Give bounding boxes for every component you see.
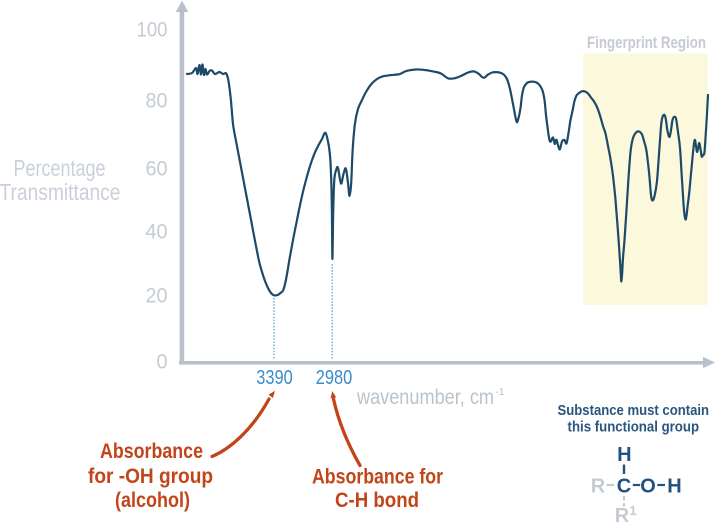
svg-text:this functional group: this functional group (568, 419, 700, 436)
svg-text:1: 1 (629, 503, 636, 518)
svg-text:H: H (667, 476, 681, 498)
svg-text:wavenumber, cm: wavenumber, cm (356, 386, 494, 409)
svg-text:Transmittance: Transmittance (0, 179, 121, 205)
svg-text:60: 60 (146, 158, 168, 181)
svg-text:2980: 2980 (316, 366, 353, 389)
svg-text:Absorbance for: Absorbance for (312, 465, 444, 489)
svg-text:C: C (617, 476, 631, 498)
svg-text:100: 100 (137, 19, 168, 42)
svg-text:-1: -1 (496, 387, 505, 398)
svg-text:Absorbance: Absorbance (100, 439, 203, 463)
svg-text:Percentage: Percentage (14, 155, 106, 181)
svg-text:for -OH group: for -OH group (88, 464, 213, 488)
svg-text:(alcohol): (alcohol) (115, 488, 190, 512)
svg-text:3390: 3390 (256, 366, 293, 389)
svg-text:R: R (615, 505, 630, 524)
svg-text:R: R (591, 476, 606, 498)
svg-text:Fingerprint Region: Fingerprint Region (587, 33, 706, 52)
svg-text:Substance must contain: Substance must contain (558, 402, 710, 419)
svg-text:80: 80 (146, 90, 168, 113)
svg-text:0: 0 (157, 351, 168, 374)
svg-text:H: H (617, 444, 631, 466)
svg-text:O: O (640, 476, 656, 498)
svg-text:C-H bond: C-H bond (335, 488, 419, 512)
svg-text:20: 20 (146, 285, 168, 308)
svg-text:40: 40 (146, 221, 168, 244)
